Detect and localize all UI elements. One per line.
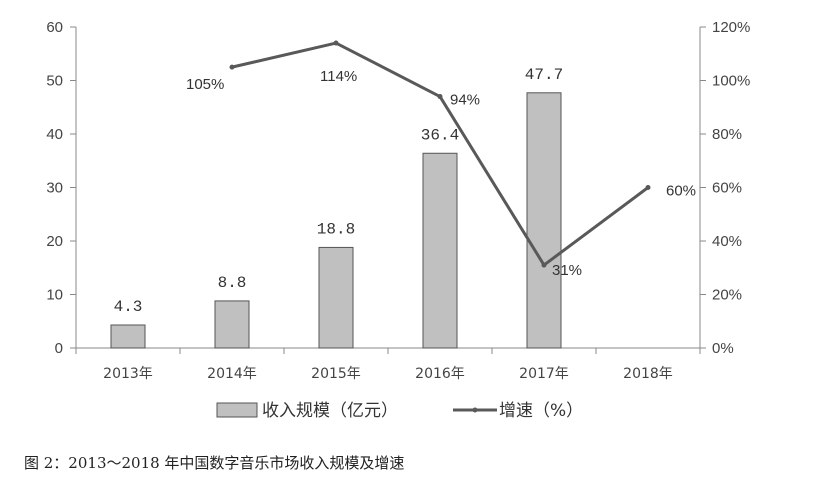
bar-data-label: 8.8 — [218, 274, 247, 292]
legend-bar-label: 收入规模（亿元） — [262, 401, 398, 421]
line-point — [229, 64, 235, 70]
line-point — [541, 262, 547, 268]
bar — [110, 324, 146, 349]
legend-bar-swatch — [216, 402, 258, 418]
y-left-tick-label: 50 — [46, 73, 63, 90]
x-tick-label: 2016年 — [415, 366, 465, 382]
bar — [214, 300, 250, 349]
line-data-label: 60% — [666, 183, 696, 200]
y-right-tick-label: 120% — [712, 19, 750, 36]
y-left-tick-label: 60 — [46, 19, 63, 36]
line-data-label: 94% — [450, 92, 480, 109]
figure-caption: 图 2：2013～2018 年中国数字音乐市场收入规模及增速 — [24, 454, 405, 472]
y-left-tick-label: 10 — [46, 287, 63, 304]
line-data-label: 105% — [186, 76, 224, 93]
y-right-tick-label: 20% — [712, 287, 742, 304]
line-point — [333, 40, 339, 46]
line-data-label: 31% — [552, 262, 582, 279]
line-series — [229, 40, 651, 268]
x-tick-label: 2018年 — [623, 366, 673, 382]
x-tick-label: 2014年 — [207, 366, 257, 382]
line-point — [437, 94, 443, 100]
axes: 0 10 20 30 40 50 60 0% 20% 40% 60% 80% 100% 120% 2013年… — [46, 19, 750, 382]
y-left-tick-label: 20 — [46, 233, 63, 250]
x-tick-label: 2015年 — [311, 366, 361, 382]
bar-data-label: 36.4 — [421, 126, 459, 144]
x-tick-label: 2017年 — [519, 366, 569, 382]
y-right-tick-label: 40% — [712, 233, 742, 250]
y-right-tick-label: 60% — [712, 180, 742, 197]
y-left-tick-label: 30 — [46, 180, 63, 197]
y-left-tick-label: 40 — [46, 126, 63, 143]
line-data-label: 114% — [320, 68, 357, 85]
bar — [422, 152, 458, 349]
legend: 收入规模（亿元） 增速（%） — [216, 401, 583, 421]
bar — [318, 246, 354, 349]
bar-data-label: 47.7 — [525, 66, 563, 84]
x-tick-label: 2013年 — [103, 366, 153, 382]
bar — [526, 92, 562, 349]
y-right-tick-label: 100% — [712, 73, 750, 90]
legend-line-marker — [472, 407, 478, 413]
chart: 0 10 20 30 40 50 60 0% 20% 40% 60% 80% 100% 120% 2013年… — [46, 19, 750, 421]
y-right-tick-label: 0% — [712, 340, 734, 357]
y-left-tick-label: 0 — [55, 340, 63, 357]
bar-series — [110, 92, 562, 349]
legend-line-label: 增速（%） — [499, 401, 583, 421]
y-right-tick-label: 80% — [712, 126, 742, 143]
bar-data-label: 4.3 — [114, 298, 143, 316]
bar-data-label: 18.8 — [317, 220, 355, 238]
data-labels: 4.3 8.8 18.8 36.4 47.7 105% 114% 94% 31% 60% — [114, 66, 696, 316]
line-point — [645, 185, 651, 190]
